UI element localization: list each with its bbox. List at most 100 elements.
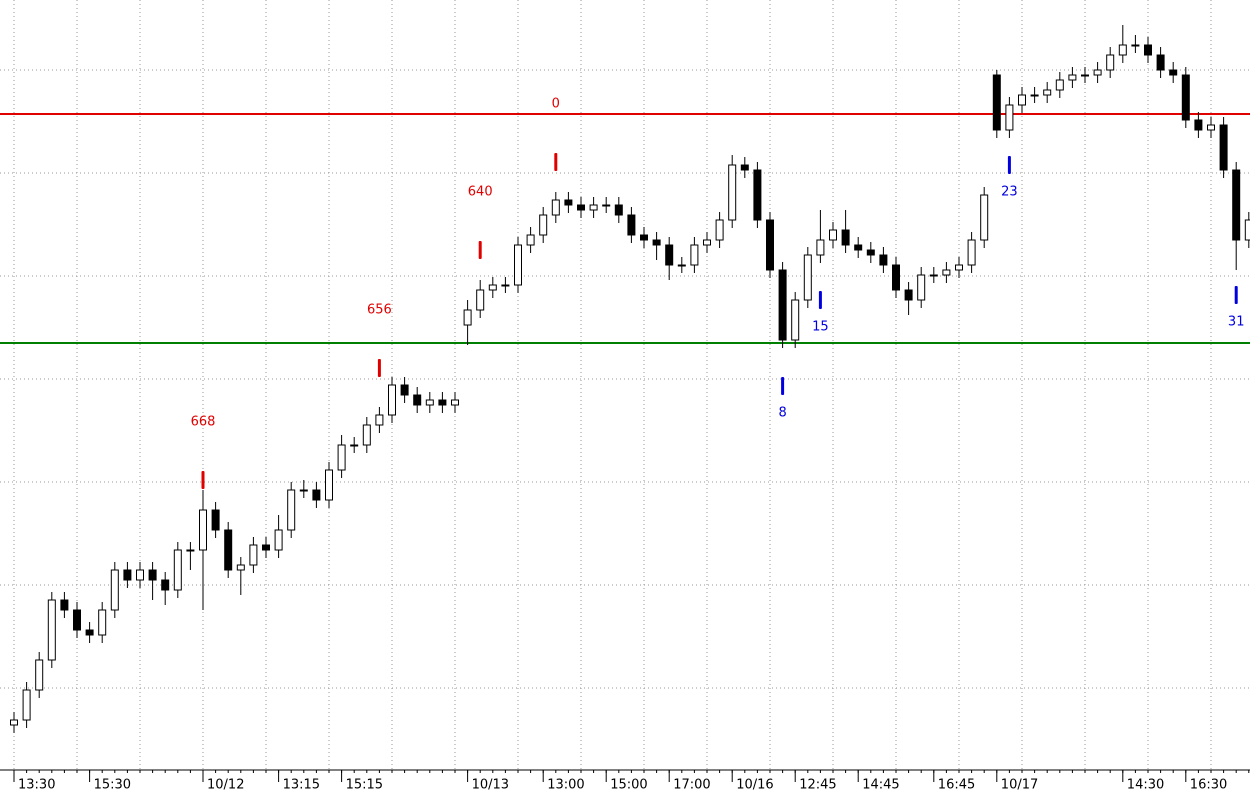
x-tick-label: 13:00 bbox=[547, 778, 584, 793]
candle-body bbox=[589, 204, 598, 211]
candle-body bbox=[1156, 54, 1165, 71]
signal-marker bbox=[1007, 156, 1011, 174]
x-tick-label: 15:15 bbox=[346, 778, 383, 793]
candle-body bbox=[211, 509, 220, 531]
candle-body bbox=[110, 569, 119, 611]
candle-body bbox=[526, 234, 535, 246]
candle-body bbox=[413, 394, 422, 406]
candle-body bbox=[904, 289, 913, 301]
x-tick-label: 16:45 bbox=[938, 778, 975, 793]
candle-body bbox=[425, 399, 434, 406]
candle-body bbox=[602, 204, 611, 207]
signal-marker bbox=[554, 153, 558, 171]
candle-body bbox=[1118, 44, 1127, 56]
x-tick-label: 12:45 bbox=[799, 778, 836, 793]
candle-body bbox=[1181, 74, 1190, 121]
candle-body bbox=[829, 229, 837, 241]
candle-body bbox=[35, 659, 44, 691]
candle-body bbox=[929, 274, 938, 277]
candle-body bbox=[803, 254, 812, 301]
candle-body bbox=[312, 489, 321, 501]
candle-body bbox=[753, 169, 762, 221]
x-tick-label: 13:30 bbox=[18, 778, 55, 793]
x-tick-label: 10/12 bbox=[207, 778, 244, 793]
signal-label: 31 bbox=[1228, 315, 1245, 330]
signal-label: 0 bbox=[552, 97, 560, 112]
signal-marker bbox=[818, 291, 822, 309]
candle-body bbox=[841, 229, 850, 246]
candle-body bbox=[980, 194, 989, 241]
candle-body bbox=[917, 274, 926, 301]
candle-body bbox=[350, 444, 359, 447]
candle-body bbox=[262, 544, 270, 551]
candle-body bbox=[1169, 69, 1178, 76]
signal-marker bbox=[1234, 286, 1238, 304]
candle-body bbox=[1244, 219, 1250, 241]
candle-body bbox=[186, 549, 195, 552]
x-tick-label: 10/16 bbox=[736, 778, 773, 793]
candle-body bbox=[274, 529, 283, 551]
candle-body bbox=[173, 549, 182, 591]
candle-body bbox=[287, 489, 296, 531]
candle-body bbox=[791, 299, 800, 341]
candle-body bbox=[85, 629, 94, 636]
candle-body bbox=[1030, 94, 1039, 97]
x-tick-label: 15:00 bbox=[610, 778, 647, 793]
candle-body bbox=[98, 609, 107, 636]
candle-body bbox=[236, 564, 245, 571]
candle-body bbox=[400, 384, 409, 396]
candle-body bbox=[879, 254, 888, 266]
signal-label: 656 bbox=[367, 303, 392, 318]
candle-body bbox=[199, 509, 207, 551]
x-tick-label: 15:30 bbox=[94, 778, 131, 793]
candle-body bbox=[501, 284, 510, 287]
candle-body bbox=[22, 689, 31, 721]
candle-body bbox=[1043, 89, 1052, 96]
candle-body bbox=[299, 489, 308, 492]
candle-body bbox=[640, 234, 648, 241]
candle-body bbox=[614, 204, 623, 216]
candle-body bbox=[514, 244, 522, 286]
candle-body bbox=[942, 269, 951, 276]
candle-body bbox=[337, 444, 346, 471]
signal-label: 8 bbox=[778, 406, 786, 421]
candle-body bbox=[1018, 94, 1026, 106]
x-tick-label: 14:45 bbox=[862, 778, 899, 793]
candle-body bbox=[1131, 44, 1140, 47]
signal-label: 640 bbox=[468, 185, 493, 200]
candle-body bbox=[778, 269, 787, 341]
signal-marker bbox=[377, 359, 381, 377]
candle-body bbox=[1106, 54, 1115, 71]
candle-body bbox=[161, 579, 170, 591]
candle-body bbox=[136, 569, 144, 581]
signal-marker bbox=[781, 377, 785, 395]
candle-body bbox=[224, 529, 233, 571]
signal-label: 23 bbox=[1001, 185, 1018, 200]
candle-body bbox=[627, 214, 636, 236]
candle-body bbox=[816, 239, 825, 256]
candle-body bbox=[703, 239, 711, 246]
candle-body bbox=[892, 264, 900, 291]
signal-marker bbox=[201, 471, 205, 489]
candle-body bbox=[325, 469, 333, 501]
x-tick-label: 14:30 bbox=[1127, 778, 1164, 793]
candle-body bbox=[1005, 104, 1014, 131]
candle-body bbox=[1093, 69, 1102, 76]
candle-body bbox=[1144, 44, 1152, 56]
candle-body bbox=[992, 74, 1001, 131]
candle-body bbox=[388, 384, 396, 416]
candle-body bbox=[73, 609, 81, 631]
candle-body bbox=[652, 239, 661, 246]
candle-body bbox=[123, 569, 132, 581]
candle-body bbox=[1219, 124, 1228, 171]
candle-body bbox=[766, 219, 774, 271]
candle-body bbox=[1055, 79, 1064, 91]
candle-body bbox=[967, 239, 976, 266]
candle-body bbox=[564, 199, 573, 206]
signal-marker bbox=[478, 241, 482, 259]
signal-label: 668 bbox=[191, 415, 216, 430]
candle-body bbox=[148, 569, 157, 581]
candle-body bbox=[1068, 74, 1077, 81]
candle-body bbox=[362, 424, 371, 446]
